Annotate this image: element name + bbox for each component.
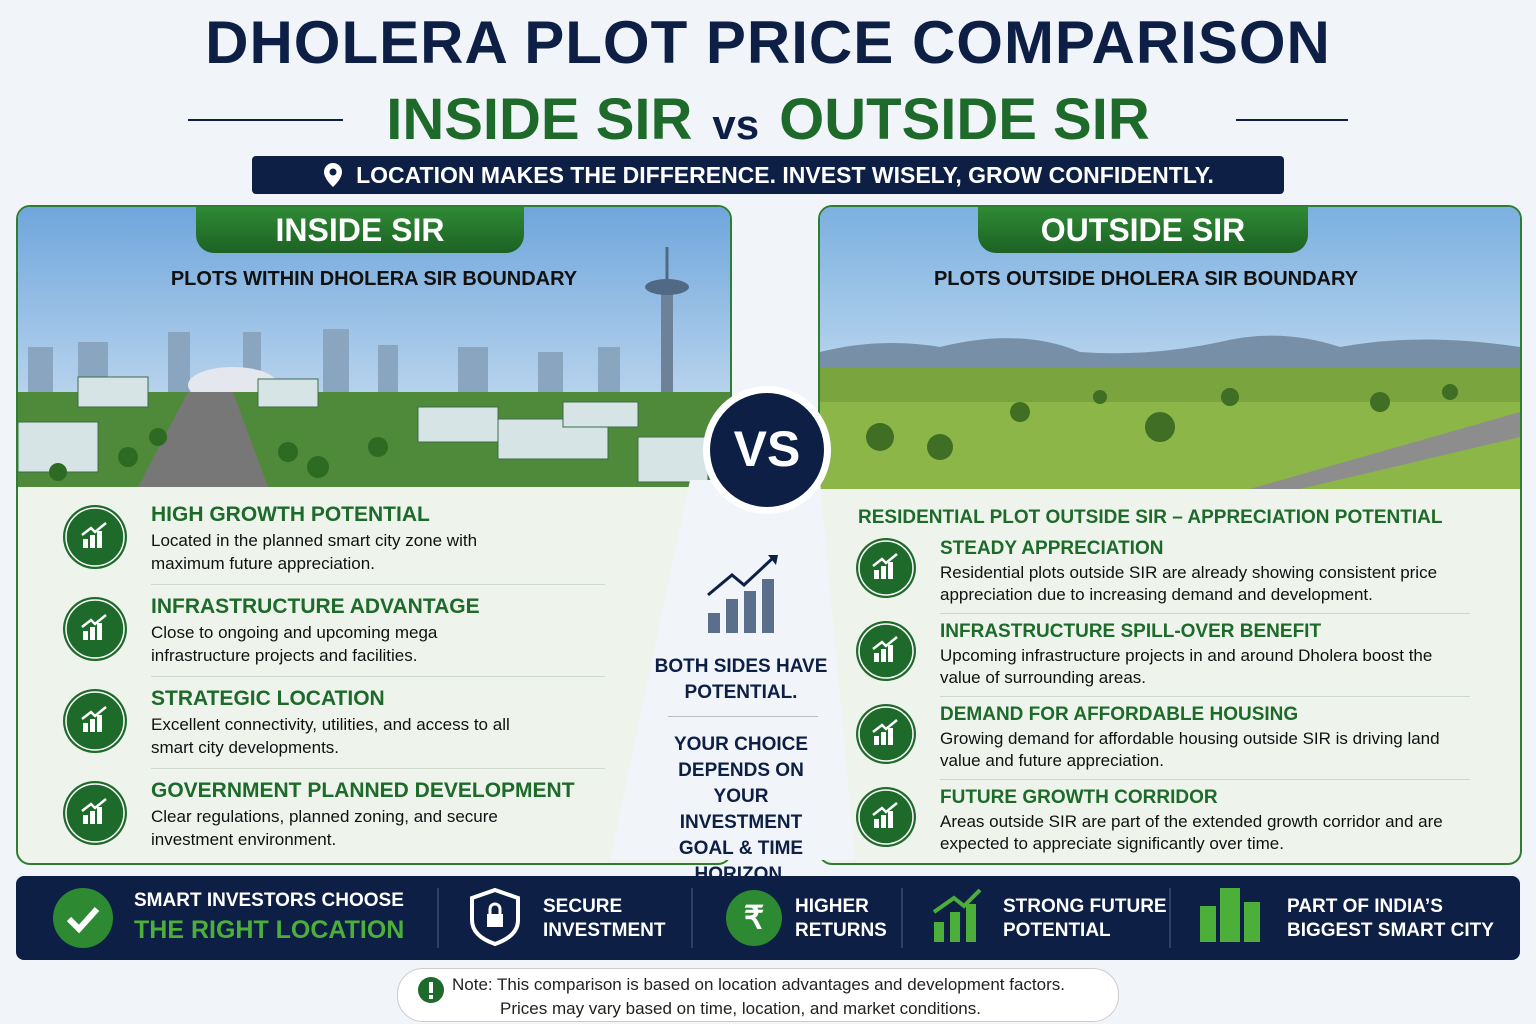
svg-text:₹: ₹	[744, 899, 764, 935]
vs-text: VS	[734, 421, 801, 477]
city-image	[18, 207, 730, 487]
item-heading: FUTURE GROWTH CORRIDOR	[940, 787, 1218, 808]
footer-icons: ₹	[53, 887, 1260, 948]
center-divider	[668, 716, 818, 717]
inside-panel: INSIDE SIR PLOTS WITHIN DHOLERA SIR BOUN…	[16, 205, 732, 865]
item-heading: INFRASTRUCTURE SPILL-OVER BENEFIT	[940, 621, 1322, 642]
item-heading: HIGH GROWTH POTENTIAL	[151, 503, 430, 526]
item-text: Excellent connectivity, utilities, and a…	[151, 715, 510, 757]
subtitle: INSIDE SIR vs OUTSIDE SIR	[0, 86, 1536, 153]
center-wedge	[610, 480, 855, 860]
subtitle-vs: vs	[712, 101, 760, 148]
pin-icon	[324, 163, 343, 187]
vs-badge: VS	[703, 386, 831, 514]
note-icon	[418, 977, 444, 1003]
item-divider	[940, 779, 1470, 780]
item-text: Residential plots outside SIR are alread…	[940, 563, 1438, 604]
item-heading: INFRASTRUCTURE ADVANTAGE	[151, 595, 480, 618]
item-icon	[63, 781, 127, 845]
note-line-1: Note: This comparison is based on locati…	[452, 975, 1065, 994]
footer-item-line-2: BIGGEST SMART CITY	[1287, 920, 1494, 941]
item-divider	[940, 696, 1470, 697]
item-icon	[63, 597, 127, 661]
note-line-2: Prices may vary based on time, location,…	[500, 999, 981, 1018]
item-heading: STEADY APPRECIATION	[940, 538, 1164, 559]
field-image	[820, 207, 1520, 489]
item-icon	[63, 505, 127, 569]
outside-panel: OUTSIDE SIR PLOTS OUTSIDE DHOLERA SIR BO…	[818, 205, 1522, 865]
item-divider	[151, 676, 605, 677]
item-text: Located in the planned smart city zone w…	[151, 531, 478, 573]
outside-title: OUTSIDE SIR	[978, 207, 1308, 253]
item-icon	[856, 621, 916, 681]
item-icon	[856, 787, 916, 847]
footer-item-line-1: HIGHER	[795, 896, 869, 917]
item-heading: GOVERNMENT PLANNED DEVELOPMENT	[151, 779, 575, 802]
title: DHOLERA PLOT PRICE COMPARISON	[205, 9, 1331, 76]
footer-lead-1: SMART INVESTORS CHOOSE	[134, 890, 404, 911]
item-icon	[856, 538, 916, 598]
item-divider	[151, 768, 605, 769]
item-heading: STRATEGIC LOCATION	[151, 687, 385, 710]
item-icon	[63, 689, 127, 753]
growth-icon	[707, 555, 778, 633]
item-text: Growing demand for affordable housing ou…	[940, 729, 1440, 770]
item-text: Upcoming infrastructure projects in and …	[940, 646, 1433, 687]
subtitle-left: INSIDE SIR	[386, 87, 693, 152]
item-icon	[856, 704, 916, 764]
center-note-1: BOTH SIDES HAVE POTENTIAL.	[654, 656, 828, 703]
tagline: LOCATION MAKES THE DIFFERENCE. INVEST WI…	[252, 156, 1284, 194]
center-note-2: YOUR CHOICE DEPENDS ON YOUR INVESTMENT G…	[673, 734, 809, 885]
inside-title: INSIDE SIR	[196, 207, 524, 253]
item-text: Areas outside SIR are part of the extend…	[940, 812, 1443, 853]
item-divider	[940, 613, 1470, 614]
footer-item-line-2: POTENTIAL	[1003, 920, 1111, 941]
item-divider	[151, 584, 605, 585]
footer-item-line-1: SECURE	[543, 896, 623, 917]
footer-item-line-2: INVESTMENT	[543, 920, 666, 941]
item-text: Clear regulations, planned zoning, and s…	[151, 807, 498, 849]
note-box	[397, 968, 1119, 1022]
footer-item-line-1: PART OF INDIA’S	[1287, 896, 1443, 917]
divider-lines	[188, 119, 1348, 121]
item-text: Close to ongoing and upcoming mega infra…	[151, 623, 438, 665]
footer-item-line-1: STRONG FUTURE	[1003, 896, 1167, 917]
outside-subtitle: PLOTS OUTSIDE DHOLERA SIR BOUNDARY	[933, 268, 1359, 290]
inside-subtitle: PLOTS WITHIN DHOLERA SIR BOUNDARY	[170, 268, 578, 290]
item-heading: DEMAND FOR AFFORDABLE HOUSING	[940, 704, 1299, 725]
tagline-text: LOCATION MAKES THE DIFFERENCE. INVEST WI…	[356, 162, 1214, 188]
footer-item-line-2: RETURNS	[795, 920, 887, 941]
subtitle-right: OUTSIDE SIR	[779, 87, 1150, 152]
section-heading: RESIDENTIAL PLOT OUTSIDE SIR – APPRECIAT…	[858, 507, 1443, 528]
footer-lead-2: THE RIGHT LOCATION	[134, 916, 405, 944]
